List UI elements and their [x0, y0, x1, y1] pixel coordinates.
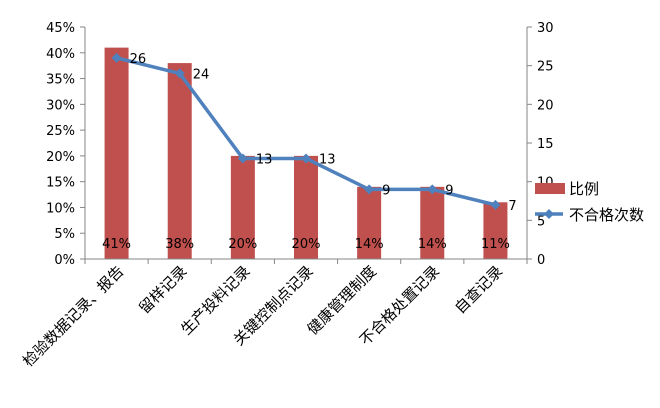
- left-axis-tick-label: 20%: [46, 150, 75, 165]
- line-point-marker: [237, 153, 248, 164]
- right-axis-tick-label: 5: [537, 214, 545, 229]
- bar-data-label: 41%: [102, 237, 131, 252]
- line-data-label: 13: [256, 152, 273, 167]
- right-axis-tick-label: 25: [537, 60, 554, 75]
- line-data-label: 24: [193, 67, 210, 82]
- left-axis-tick-label: 15%: [46, 176, 75, 191]
- bar: [104, 47, 129, 259]
- left-axis-tick-label: 10%: [46, 201, 75, 216]
- line-point-marker: [490, 199, 501, 210]
- left-axis-tick-label: 30%: [46, 98, 75, 113]
- left-axis-tick-label: 35%: [46, 73, 75, 88]
- line-point-marker: [301, 153, 311, 164]
- left-axis-tick-label: 40%: [46, 47, 75, 62]
- right-axis-tick-label: 15: [537, 137, 554, 152]
- bar-data-label: 20%: [228, 237, 257, 252]
- line-data-label: 26: [130, 52, 147, 67]
- line-data-label: 9: [445, 183, 453, 198]
- bar: [294, 155, 318, 259]
- line-data-label: 9: [382, 183, 390, 198]
- bar-series: 41% 38% 20% 20% 14% 14% 11%: [102, 47, 510, 259]
- right-axis: 051015202530: [526, 21, 554, 268]
- bar-data-label: 20%: [292, 237, 321, 252]
- left-axis: 0% 5% 10% 15% 20% 25% 30% 35% 40% 45%: [46, 21, 86, 268]
- right-axis-tick-label: 30: [537, 21, 554, 36]
- line-point-marker: [364, 184, 375, 195]
- left-axis-tick-label: 0%: [54, 253, 75, 268]
- right-axis-tick-label: 0: [537, 253, 545, 268]
- left-axis-tick-label: 25%: [46, 124, 75, 139]
- line-point-marker: [427, 184, 438, 195]
- bar-data-label: 11%: [481, 237, 510, 252]
- bar-data-label: 14%: [418, 237, 447, 252]
- bar: [230, 155, 255, 259]
- line-series: 26 24 13 13 9 9 7: [111, 52, 517, 214]
- line-data-label: 7: [508, 199, 516, 214]
- line-point-marker: [111, 52, 122, 63]
- x-axis: 检验数据记录、报告 留样记录生产投料记录关键控制点记录健康管理制度不合格处置记录自…: [19, 258, 528, 370]
- bar: [483, 202, 508, 259]
- bar: [167, 63, 192, 259]
- line-point-marker: [174, 68, 185, 79]
- legend-label: 不合格次数: [569, 206, 644, 224]
- right-axis-tick-label: 20: [537, 98, 554, 113]
- legend-swatch-marker: [544, 209, 554, 219]
- category-label: 留样记录: [135, 262, 190, 317]
- left-axis-tick-label: 5%: [54, 227, 75, 242]
- bar: [357, 186, 382, 259]
- category-label: 检验数据记录、报告: [19, 262, 127, 370]
- line-data-label: 13: [319, 152, 336, 167]
- bar-data-label: 38%: [165, 237, 194, 252]
- category-label: 自查记录: [451, 262, 506, 317]
- left-axis-tick-label: 45%: [46, 21, 75, 36]
- bar: [420, 186, 445, 259]
- legend-label: 比例: [569, 180, 599, 198]
- bar-data-label: 14%: [355, 237, 384, 252]
- legend-swatch-bar: [535, 183, 565, 194]
